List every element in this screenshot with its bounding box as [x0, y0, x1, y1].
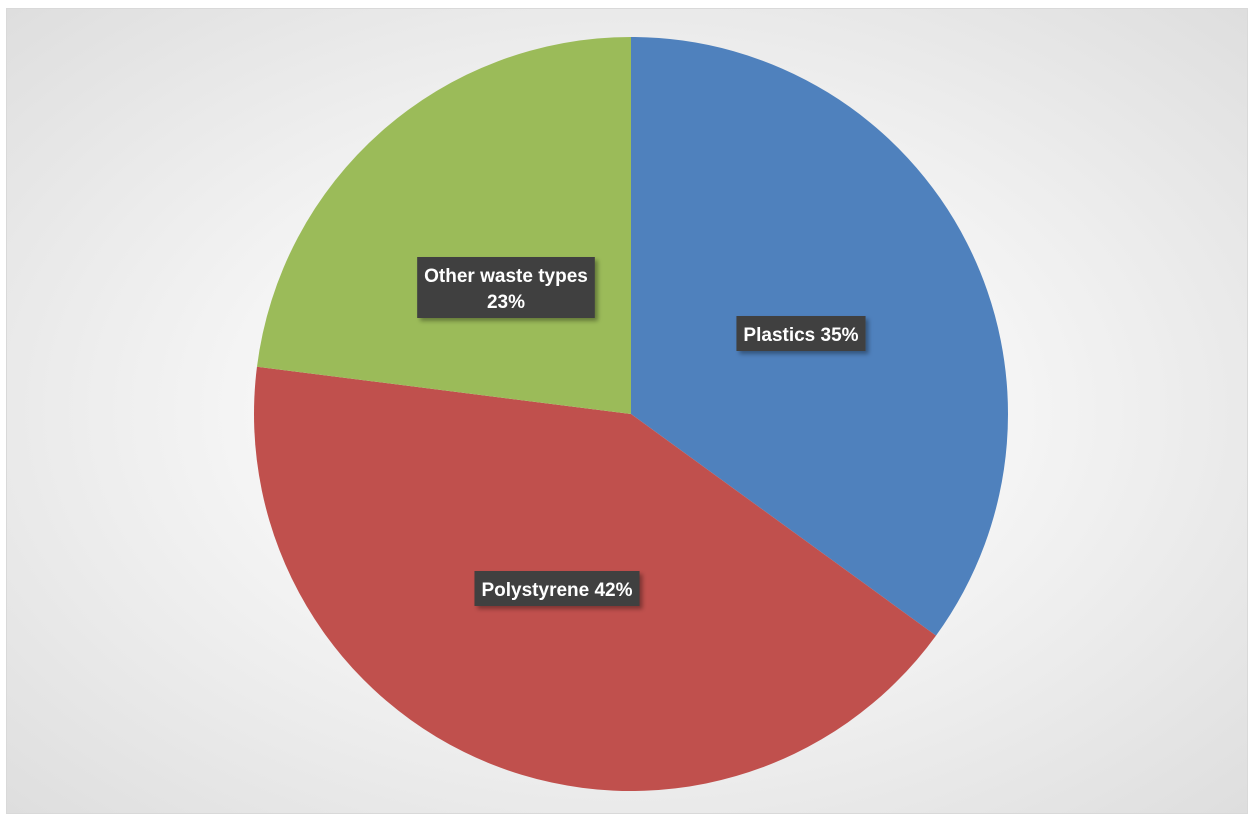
data-label-polystyrene: Polystyrene 42% [474, 571, 640, 606]
data-label-text: Plastics 35% [743, 325, 858, 346]
data-labels: Plastics 35% Polystyrene 42% Other waste t… [417, 257, 866, 606]
data-label-text: Polystyrene 42% [481, 580, 632, 601]
data-label-box [474, 571, 640, 606]
data-label-text: 23% [487, 292, 525, 313]
data-label-other-waste-types: Other waste types 23% [417, 257, 595, 318]
data-label-plastics: Plastics 35% [736, 316, 866, 351]
data-label-box [417, 257, 595, 318]
pie-slice-other-waste-types [256, 37, 631, 414]
data-label-box [736, 316, 866, 351]
data-label-text: Other waste types [424, 266, 588, 287]
pie-slices [254, 37, 1008, 791]
